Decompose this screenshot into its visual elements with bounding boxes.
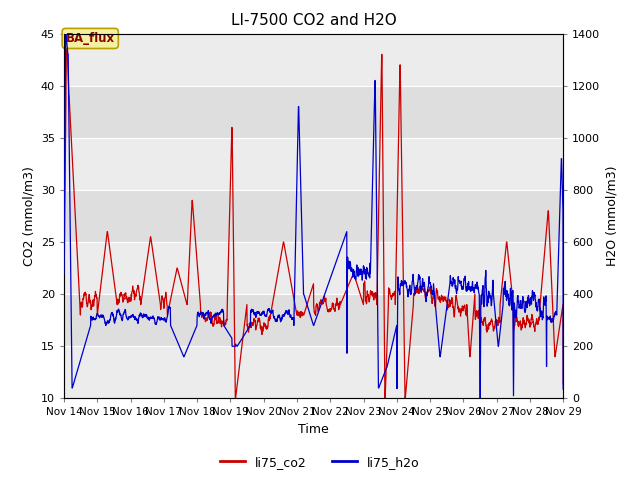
Bar: [64, 138, 563, 190]
Bar: [64, 294, 563, 346]
Bar: [64, 34, 563, 86]
Bar: [64, 190, 563, 242]
Legend: li75_co2, li75_h2o: li75_co2, li75_h2o: [215, 451, 425, 474]
Text: BA_flux: BA_flux: [66, 32, 115, 45]
Bar: [64, 242, 563, 294]
Title: LI-7500 CO2 and H2O: LI-7500 CO2 and H2O: [231, 13, 396, 28]
X-axis label: Time: Time: [298, 423, 329, 436]
Y-axis label: CO2 (mmol/m3): CO2 (mmol/m3): [22, 166, 35, 266]
Bar: [64, 346, 563, 398]
Bar: [64, 86, 563, 138]
Y-axis label: H2O (mmol/m3): H2O (mmol/m3): [606, 166, 619, 266]
